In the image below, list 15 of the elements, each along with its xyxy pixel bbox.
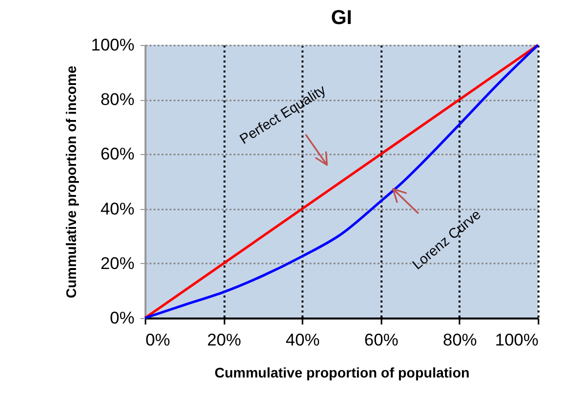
y-tick-label: 0% — [110, 308, 134, 328]
y-tick-label: 100% — [91, 36, 134, 54]
y-tick-label: 20% — [100, 254, 134, 273]
x-tick-label: 20% — [207, 330, 242, 350]
y-tick-label: 80% — [100, 90, 134, 110]
x-tick-label: 40% — [286, 330, 320, 350]
x-tick-label: 100% — [495, 330, 538, 350]
x-tick-label: 60% — [364, 330, 398, 350]
chart-title: GI — [330, 7, 352, 29]
x-tick-label: 80% — [442, 330, 477, 350]
y-axis-title: Cummulative proportion of income — [63, 66, 80, 298]
y-tick-label: 60% — [100, 144, 134, 164]
x-tick-label: 0% — [146, 330, 170, 350]
y-tick-label: 40% — [100, 199, 134, 218]
x-axis-title: Cummulative proportion of population — [214, 364, 470, 380]
